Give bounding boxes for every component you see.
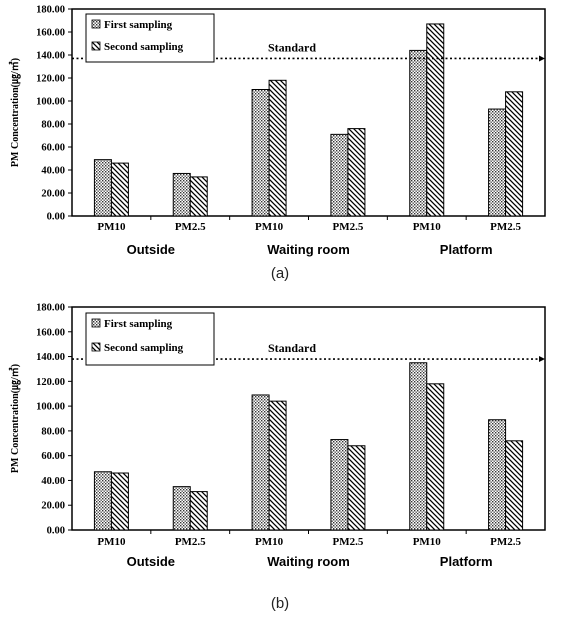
y-tick-label: 100.00 xyxy=(36,97,65,108)
y-tick-label: 80.00 xyxy=(41,120,65,131)
legend-label: Second sampling xyxy=(104,41,184,53)
bar-second-sampling xyxy=(268,79,287,217)
x-group-label: Waiting room xyxy=(267,242,350,257)
bar-second-sampling xyxy=(110,162,129,217)
x-category-label: PM2.5 xyxy=(332,221,363,233)
legend-box xyxy=(85,13,215,63)
x-category-label: PM10 xyxy=(413,221,442,233)
legend-label: Second sampling xyxy=(104,342,184,354)
bar-second-sampling xyxy=(347,128,366,217)
x-category-label: PM2.5 xyxy=(490,536,521,548)
x-category-label: PM10 xyxy=(97,221,126,233)
legend-swatch xyxy=(91,41,101,51)
x-group-label: Outside xyxy=(127,242,175,257)
bar-first-sampling xyxy=(409,49,428,217)
bar-first-sampling xyxy=(251,394,270,531)
bar-first-sampling xyxy=(330,133,349,217)
chart-panel-b: 0.00 20.00 40.00 60.00 80.00 100.00 120.00 140.… xyxy=(8,303,546,612)
x-category-label: PM2.5 xyxy=(332,536,363,548)
standard-label: Standard xyxy=(268,341,316,355)
x-category-label: PM2.5 xyxy=(175,536,206,548)
y-tick-label: 80.00 xyxy=(41,426,65,437)
legend-swatch xyxy=(91,318,101,328)
y-axis-label: PM Concentration(㎍/㎥) xyxy=(8,364,21,473)
bar-first-sampling xyxy=(172,172,191,217)
standard-line-arrow xyxy=(539,55,545,62)
bar-second-sampling xyxy=(505,91,524,217)
y-tick-label: 140.00 xyxy=(36,352,65,363)
y-tick-label: 120.00 xyxy=(36,377,65,388)
y-tick-label: 180.00 xyxy=(36,5,65,16)
x-category-label: PM10 xyxy=(97,536,126,548)
chart-panel-a: 0.00 20.00 40.00 60.00 80.00 100.00 120.00 140.… xyxy=(8,5,546,282)
figure-caption: (a) xyxy=(271,265,289,282)
bar-first-sampling xyxy=(93,471,112,531)
x-category-label: PM10 xyxy=(255,536,284,548)
legend-box xyxy=(85,312,215,366)
x-category-label: PM2.5 xyxy=(175,221,206,233)
legend-swatch xyxy=(91,342,101,352)
y-tick-label: 0.00 xyxy=(47,212,65,223)
y-tick-label: 0.00 xyxy=(47,526,65,537)
y-tick-label: 120.00 xyxy=(36,74,65,85)
x-group-label: Waiting room xyxy=(267,554,350,569)
y-tick-label: 180.00 xyxy=(36,303,65,314)
bar-second-sampling xyxy=(189,176,208,217)
standard-label: Standard xyxy=(268,40,316,54)
bar-first-sampling xyxy=(488,419,507,531)
bar-second-sampling xyxy=(268,400,287,531)
figure-caption: (b) xyxy=(271,595,289,612)
x-group-label: Outside xyxy=(127,554,175,569)
y-tick-label: 160.00 xyxy=(36,28,65,39)
x-group-label: Platform xyxy=(440,242,493,257)
y-tick-label: 20.00 xyxy=(41,189,65,200)
bar-second-sampling xyxy=(347,445,366,531)
bar-second-sampling xyxy=(505,440,524,531)
bar-first-sampling xyxy=(172,486,191,531)
y-tick-label: 100.00 xyxy=(36,402,65,413)
standard-line-arrow xyxy=(539,356,545,363)
x-category-label: PM10 xyxy=(255,221,284,233)
bar-first-sampling xyxy=(330,439,349,531)
bar-first-sampling xyxy=(251,89,270,217)
legend-label: First sampling xyxy=(104,318,173,330)
x-group-label: Platform xyxy=(440,554,493,569)
x-category-label: PM10 xyxy=(413,536,442,548)
x-category-label: PM2.5 xyxy=(490,221,521,233)
bar-second-sampling xyxy=(189,491,208,531)
y-axis-label: PM Concentration(㎍/㎥) xyxy=(8,58,21,167)
bar-first-sampling xyxy=(409,362,428,531)
y-tick-label: 60.00 xyxy=(41,143,65,154)
y-tick-label: 60.00 xyxy=(41,451,65,462)
y-tick-label: 160.00 xyxy=(36,327,65,338)
bar-first-sampling xyxy=(488,108,507,217)
bar-first-sampling xyxy=(93,159,112,217)
legend-label: First sampling xyxy=(104,19,173,31)
y-tick-label: 40.00 xyxy=(41,476,65,487)
bar-second-sampling xyxy=(110,472,129,531)
y-tick-label: 20.00 xyxy=(41,501,65,512)
legend-swatch xyxy=(91,19,101,29)
y-tick-label: 40.00 xyxy=(41,166,65,177)
y-tick-label: 140.00 xyxy=(36,51,65,62)
bar-second-sampling xyxy=(426,23,445,217)
bar-second-sampling xyxy=(426,383,445,531)
